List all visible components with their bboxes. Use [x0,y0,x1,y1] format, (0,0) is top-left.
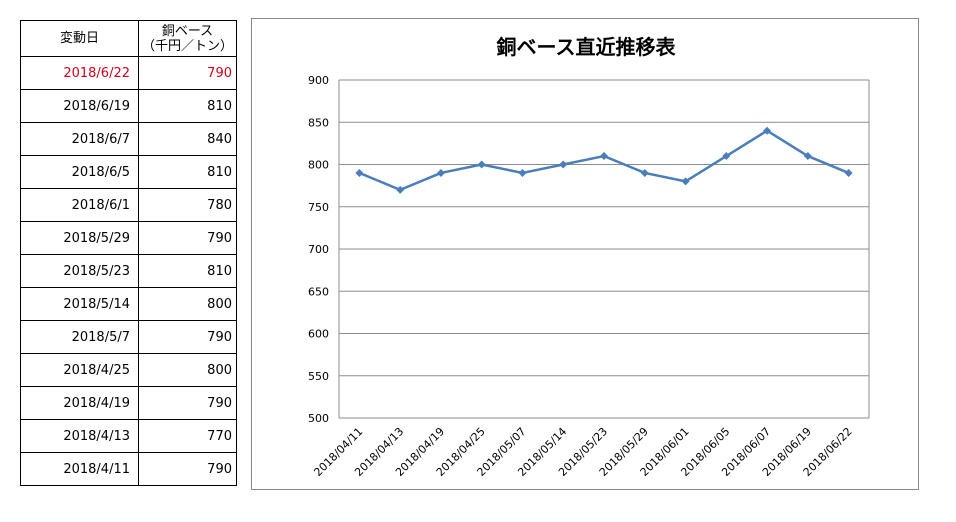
row-date: 2018/5/29 [20,221,139,255]
data-point [844,168,853,177]
row-price: 790 [138,320,237,354]
row-date: 2018/4/19 [20,386,139,420]
data-point [600,152,608,161]
table-row: 2018/5/23 810 [20,254,237,288]
y-tick-label: 800 [308,159,329,172]
y-axis-ticks: 500 550 600 650 700 750 800 850 900 [308,74,329,425]
table-body: 変動日 銅ベース （千円／トン） 2018/6/22 790 2018/6/19 81… [20,20,237,486]
row-price: 800 [138,287,237,321]
header-price-line2: （千円／トン） [141,38,233,54]
data-point [722,152,731,161]
y-tick-label: 700 [308,243,329,256]
series-layer [355,126,853,194]
row-price: 790 [138,56,237,90]
table-row: 2018/4/11 790 [20,452,237,486]
row-date: 2018/6/5 [20,155,139,189]
y-tick-label: 500 [308,412,329,425]
row-price: 790 [138,221,237,255]
table-row: 2018/4/13 770 [20,419,237,453]
table-row: 2018/4/25 800 [20,353,237,387]
data-point [681,177,690,186]
y-tick-label: 600 [308,328,329,341]
row-date: 2018/6/1 [20,188,139,222]
row-price: 800 [138,353,237,387]
row-date: 2018/5/23 [20,254,139,288]
row-price: 770 [138,419,237,453]
row-date: 2018/6/19 [20,89,139,123]
header-price-line1: 銅ベース [161,23,214,39]
grid-layer [338,79,870,419]
price-history-table: 変動日 銅ベース （千円／トン） 2018/6/22 790 2018/6/19 81… [20,20,237,486]
row-date: 2018/5/7 [20,320,139,354]
row-price: 840 [138,122,237,156]
table-row: 2018/4/19 790 [20,386,237,420]
line-chart: 銅ベース直近推移表 500 550 600 650 700 750 800 850 900 20… [308,35,870,479]
table-row: 2018/6/7 840 [20,122,237,156]
header-date: 変動日 [20,20,139,57]
row-date: 2018/4/11 [20,452,139,486]
data-point [355,168,364,177]
data-point [477,160,486,169]
row-price: 810 [138,155,237,189]
chart-area: 銅ベース直近推移表 500 550 600 650 700 750 800 850 900 20… [251,18,919,490]
row-date: 2018/4/13 [20,419,139,453]
row-date: 2018/5/14 [20,287,139,321]
row-price: 810 [138,89,237,123]
chart-title: 銅ベース直近推移表 [497,35,677,59]
header-price: 銅ベース （千円／トン） [138,20,237,57]
x-axis-ticks: 2018/04/112018/04/132018/04/192018/04/25… [311,425,854,479]
row-price: 780 [138,188,237,222]
row-date: 2018/4/25 [20,353,139,387]
row-price: 790 [138,452,237,486]
table-row: 2018/6/5 810 [20,155,237,189]
series-line [358,129,850,192]
table-row: 2018/6/19 810 [20,89,237,123]
data-point [803,152,812,161]
y-tick-label: 750 [308,201,329,214]
row-price: 790 [138,386,237,420]
table-row: 2018/5/7 790 [20,320,237,354]
data-point [640,168,649,177]
y-tick-label: 550 [308,370,329,383]
row-date: 2018/6/22 [20,56,139,90]
row-date: 2018/6/7 [20,122,139,156]
row-price: 810 [138,254,237,288]
data-point [763,126,772,135]
table-row: 2018/5/14 800 [20,287,237,321]
data-point [436,168,445,177]
data-point [396,185,405,194]
data-point [559,160,568,169]
table-header-row: 変動日 銅ベース （千円／トン） [20,20,237,57]
table-row: 2018/6/1 780 [20,188,237,222]
table-row: 2018/5/29 790 [20,221,237,255]
data-point [518,168,527,177]
y-tick-label: 850 [308,116,329,129]
table-row: 2018/6/22 790 [20,56,237,90]
y-tick-label: 650 [308,285,329,298]
y-tick-label: 900 [308,74,329,87]
